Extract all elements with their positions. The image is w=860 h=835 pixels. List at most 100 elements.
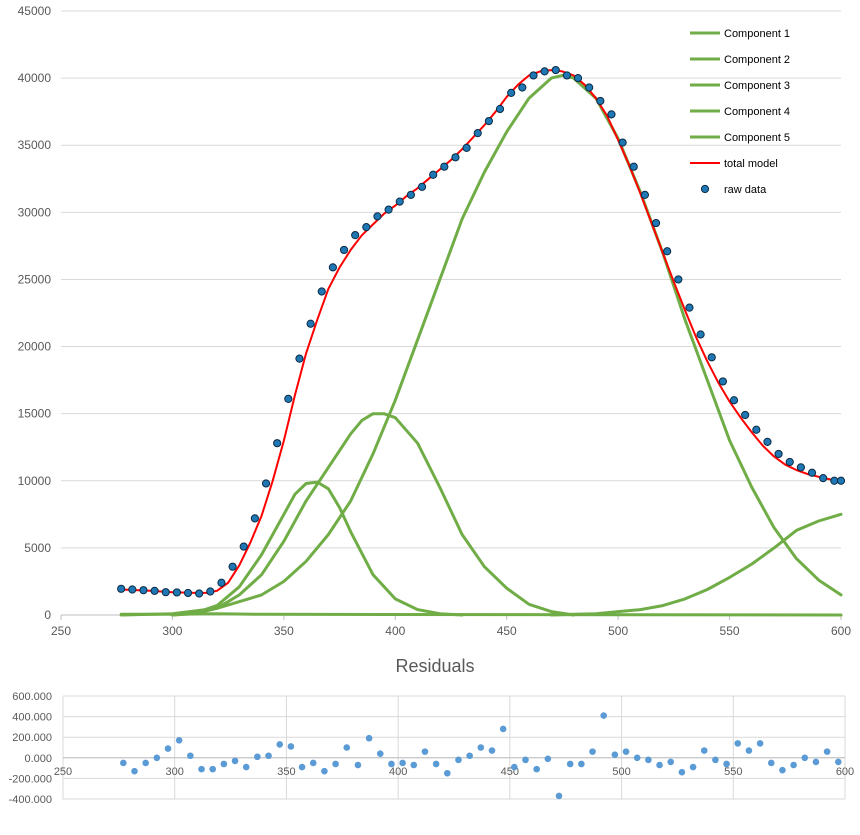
y-tick-label: 40000 — [18, 71, 52, 85]
raw-data-point — [830, 476, 839, 485]
residuals-title: Residuals — [395, 656, 474, 676]
raw-data-point — [128, 585, 137, 594]
raw-data-point — [741, 410, 750, 420]
residual-point — [700, 747, 708, 754]
y-tick-label: 20000 — [18, 340, 52, 354]
residual-point — [723, 760, 730, 768]
raw-data-point — [607, 110, 616, 119]
residual-point — [354, 761, 362, 769]
residual-point — [164, 745, 172, 752]
raw-data-point — [206, 587, 215, 596]
x-tick-label: 250 — [51, 624, 71, 638]
residuals-plot: -400.000 -200.000 0.000 200.000 400.000 600.0… — [9, 691, 855, 806]
raw-data-point — [261, 479, 271, 488]
residual-point — [633, 754, 641, 762]
series-line-component-4 — [119, 73, 843, 617]
raw-data-point — [362, 222, 371, 232]
residual-point — [209, 765, 216, 773]
residual-point — [678, 768, 686, 776]
residual-point — [388, 760, 395, 768]
resid-x-tick-label: 350 — [277, 766, 295, 778]
raw-data-point — [707, 353, 716, 362]
raw-data-point — [618, 138, 627, 147]
residual-point — [455, 756, 462, 764]
raw-data-point — [551, 65, 560, 75]
residual-point — [689, 763, 697, 771]
residual-point — [645, 756, 652, 764]
raw-data-point — [807, 468, 817, 477]
raw-data-point — [696, 330, 705, 339]
residual-point — [767, 759, 775, 767]
residual-point — [779, 766, 786, 774]
residual-point — [466, 752, 473, 760]
residual-point — [198, 765, 205, 773]
residual-point — [376, 750, 384, 757]
residual-point — [611, 751, 619, 759]
residual-point — [622, 748, 630, 755]
residual-point — [734, 740, 742, 747]
raw-data-point — [250, 514, 259, 523]
residual-point — [265, 752, 272, 760]
raw-data-point — [752, 425, 761, 434]
raw-data-point — [819, 473, 828, 483]
residual-point — [745, 747, 753, 754]
residual-point — [443, 769, 451, 777]
legend-label-component-4: Component 4 — [724, 106, 790, 118]
raw-data-point — [507, 88, 516, 97]
legend-label-component-2: Component 2 — [724, 54, 790, 66]
raw-data-point — [295, 354, 304, 363]
y-tick-label: 5000 — [24, 541, 51, 555]
residual-point — [399, 759, 406, 767]
raw-data-point — [117, 584, 126, 593]
x-tick-label: 400 — [385, 624, 405, 638]
raw-data-point — [417, 182, 427, 191]
raw-data-point — [796, 463, 805, 472]
series-line-component-3 — [170, 412, 576, 617]
raw-data-point — [462, 143, 471, 153]
y-tick-label: 45000 — [18, 4, 52, 18]
resid-x-tick-label: 550 — [724, 766, 742, 778]
raw-data-point — [518, 83, 527, 92]
raw-data-point — [562, 71, 571, 80]
residual-point — [511, 763, 518, 771]
residual-point — [589, 748, 596, 755]
y-tick-label: 15000 — [18, 407, 52, 421]
raw-data-point — [373, 212, 382, 221]
raw-data-point — [161, 588, 170, 597]
raw-data-point — [384, 205, 393, 214]
residual-point — [142, 759, 149, 767]
legend-label-raw-data: raw data — [724, 184, 767, 196]
x-tick-label: 600 — [831, 624, 851, 638]
raw-data-point — [429, 170, 438, 179]
y-tick-label: 25000 — [18, 272, 52, 286]
raw-data-point — [406, 190, 415, 199]
raw-data-point — [651, 218, 661, 228]
main-legend: Component 1 Component 2 Component 3 Compone… — [690, 28, 790, 196]
resid-y-tick-label: 400.000 — [12, 712, 52, 724]
raw-data-point — [836, 476, 846, 485]
residual-point — [410, 761, 418, 769]
residual-point — [187, 752, 194, 760]
raw-data-point — [718, 377, 727, 386]
raw-data-point — [395, 197, 404, 206]
residual-point — [823, 748, 831, 755]
residual-point — [131, 767, 138, 775]
x-tick-label: 300 — [162, 624, 182, 638]
residual-point — [756, 740, 764, 747]
x-tick-label: 350 — [274, 624, 294, 638]
residual-point — [298, 763, 306, 771]
raw-data-point — [774, 449, 783, 459]
x-tick-label: 450 — [497, 624, 517, 638]
y-tick-label: 30000 — [18, 205, 52, 219]
residual-point — [276, 741, 284, 748]
series-line-total-model — [120, 69, 842, 594]
raw-data-point — [640, 190, 649, 199]
raw-data-point — [629, 162, 638, 171]
y-tick-label: 10000 — [18, 474, 52, 488]
legend-label-component-5: Component 5 — [724, 132, 790, 144]
raw-data-point — [674, 275, 683, 284]
resid-x-tick-label: 300 — [166, 766, 184, 778]
raw-data-point — [573, 74, 583, 83]
y-tick-label: 0 — [44, 608, 51, 622]
